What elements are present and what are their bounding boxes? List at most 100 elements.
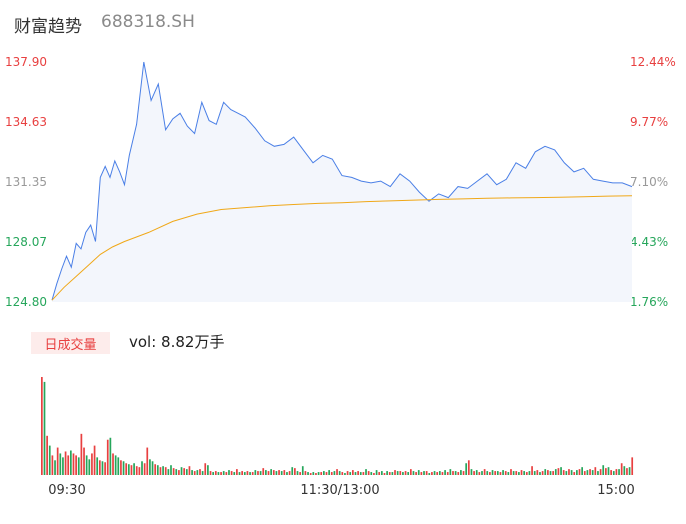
volume-bar — [178, 470, 180, 475]
volume-bar — [420, 472, 423, 475]
volume-bar — [391, 472, 394, 475]
y-right-tick-4: 1.76% — [630, 295, 668, 309]
volume-bar — [562, 470, 565, 475]
volume-bar — [359, 472, 362, 475]
volume-bar — [394, 470, 396, 475]
volume-bar — [470, 469, 473, 475]
volume-bar — [346, 471, 349, 475]
volume-bar — [315, 473, 317, 475]
volume-bar — [259, 471, 262, 475]
volume-bar — [615, 469, 618, 475]
volume-bar — [249, 472, 251, 475]
volume-bar — [93, 445, 96, 475]
volume-bar — [568, 469, 570, 475]
volume-bar — [280, 471, 283, 475]
volume-bar — [286, 472, 288, 475]
volume-bar — [291, 467, 294, 475]
volume-bar — [149, 459, 151, 475]
volume-bar — [88, 459, 91, 475]
volume-bar — [209, 471, 212, 475]
volume-bar — [565, 471, 568, 475]
volume-bar — [183, 468, 186, 475]
y-right-tick-1: 9.77% — [630, 115, 668, 129]
volume-bar — [278, 470, 280, 475]
volume-bar — [481, 471, 483, 475]
volume-bar — [43, 381, 46, 475]
volume-bar — [552, 471, 555, 475]
volume-bar — [98, 460, 101, 475]
volume-bar — [185, 469, 188, 475]
volume-bar — [104, 462, 106, 475]
volume-bar — [317, 472, 320, 475]
volume-bar — [367, 471, 370, 475]
volume-bar — [576, 470, 578, 475]
volume-bar — [599, 469, 602, 475]
volume-bar — [431, 472, 433, 475]
volume-bar — [597, 471, 599, 475]
volume-tab-badge[interactable]: 日成交量 — [31, 332, 110, 354]
volume-bar — [246, 471, 249, 475]
volume-bar — [623, 466, 626, 475]
volume-bar — [523, 471, 526, 475]
volume-bar — [106, 439, 109, 475]
volume-bar — [467, 460, 470, 475]
volume-bar — [491, 470, 494, 475]
volume-bar — [141, 461, 143, 475]
volume-bar — [75, 455, 77, 475]
volume-bar — [112, 453, 114, 475]
volume-bar — [525, 472, 528, 475]
volume-bar — [222, 471, 225, 475]
volume-bar — [486, 471, 489, 475]
volume-bar — [146, 447, 149, 475]
y-left-tick-2: 131.35 — [5, 175, 47, 189]
volume-bar — [341, 472, 344, 475]
volume-bar — [541, 471, 544, 475]
volume-bar — [267, 471, 270, 475]
volume-bar — [510, 469, 512, 475]
volume-bar — [188, 466, 191, 475]
volume-bar — [594, 467, 597, 475]
volume-bar — [120, 460, 122, 475]
volume-bar — [462, 471, 465, 475]
volume-bar — [80, 433, 83, 475]
volume-bar — [59, 453, 62, 475]
volume-bar — [196, 470, 199, 475]
volume-bar — [212, 472, 215, 475]
y-left-tick-4: 124.80 — [5, 295, 47, 309]
volume-bar — [489, 472, 491, 475]
volume-bar — [515, 471, 518, 475]
volume-bar — [41, 377, 43, 475]
volume-bar — [399, 471, 402, 475]
volume-bar — [402, 472, 404, 475]
volume-bar — [583, 471, 586, 475]
volume-bar — [336, 469, 338, 475]
volume-bar — [618, 469, 620, 475]
volume-bar — [417, 470, 420, 475]
volume-bar — [323, 471, 325, 475]
volume-bar — [388, 472, 391, 475]
volume-bar — [494, 471, 497, 475]
volume-bar — [373, 473, 375, 475]
volume-bar — [238, 472, 241, 475]
volume-bar — [138, 467, 141, 475]
stock-name: 财富趋势 — [14, 17, 82, 37]
average-price-line — [51, 195, 633, 301]
volume-bar — [228, 470, 230, 475]
volume-bar — [557, 468, 560, 475]
volume-bar — [465, 463, 468, 475]
volume-bar — [602, 465, 605, 475]
volume-bar — [380, 471, 383, 475]
volume-bar — [72, 453, 75, 475]
volume-bar — [254, 470, 257, 475]
y-left-tick-0: 137.90 — [5, 55, 47, 69]
volume-bar — [433, 471, 436, 475]
volume-bar — [436, 472, 439, 475]
volume-bar — [441, 472, 444, 475]
volume-bar — [294, 468, 296, 475]
volume-bar — [536, 470, 539, 475]
volume-bar — [438, 471, 441, 475]
volume-bar — [507, 472, 510, 475]
volume-bar — [496, 471, 499, 475]
volume-bar — [230, 471, 233, 475]
